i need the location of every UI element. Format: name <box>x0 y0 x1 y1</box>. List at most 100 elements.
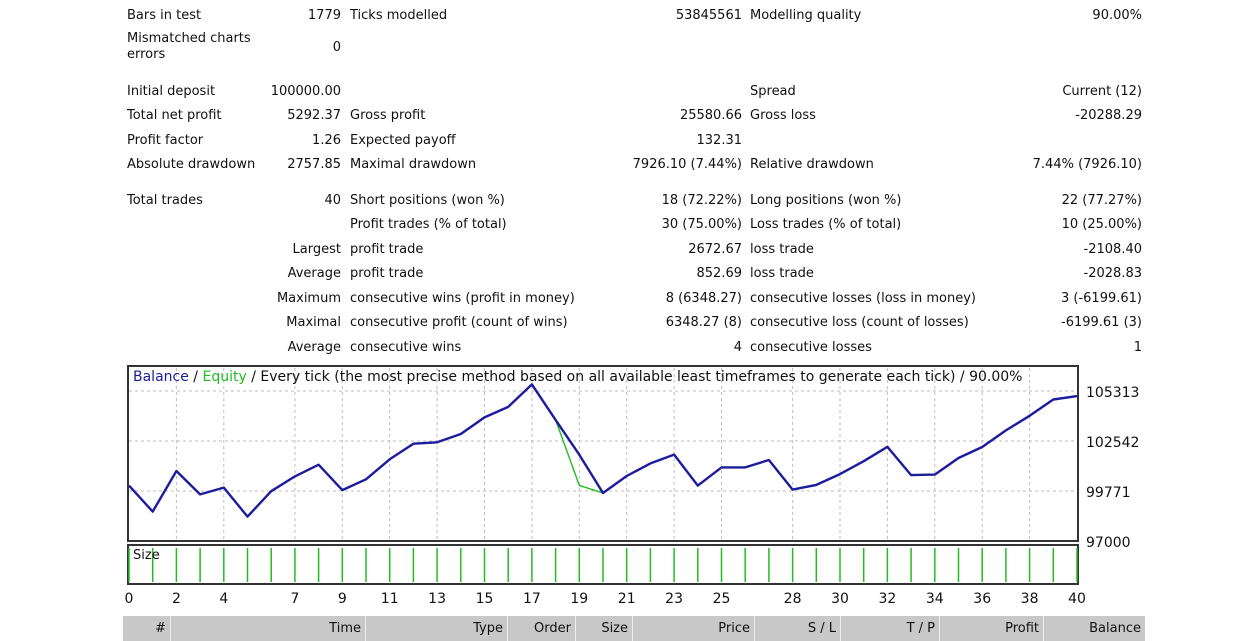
col-price[interactable]: Price <box>633 616 755 641</box>
x-tick-label-16: 34 <box>926 591 944 607</box>
row-bars: Bars in test 1779 Ticks modelled 5384556… <box>0 7 1240 25</box>
x-tick-label-4: 9 <box>338 591 347 607</box>
loss-trades-value: 10 (25.00%) <box>1061 217 1142 232</box>
absolute-drawdown-label: Absolute drawdown <box>127 157 256 172</box>
loss-trades-label: Loss trades (% of total) <box>750 217 902 232</box>
maximum-loss-value: 3 (-6199.61) <box>1061 291 1142 306</box>
maximal-drawdown-label: Maximal drawdown <box>350 157 477 172</box>
maximal-profit-value: 6348.27 (8) <box>665 315 742 330</box>
x-tick-label-10: 21 <box>618 591 636 607</box>
y-tick-label-3: 97000 <box>1086 535 1131 551</box>
maximum-loss-label: consecutive losses (loss in money) <box>750 291 976 306</box>
total-trades-value: 40 <box>324 193 341 208</box>
x-tick-label-11: 23 <box>665 591 683 607</box>
largest-profit-value: 2672.67 <box>688 242 742 257</box>
largest-label: Largest <box>292 242 341 257</box>
maximal-label: Maximal <box>286 315 341 330</box>
balance-chart-frame <box>127 365 1079 542</box>
x-tick-label-3: 7 <box>290 591 299 607</box>
x-tick-label-6: 13 <box>428 591 446 607</box>
average-loss-label: loss trade <box>750 266 814 281</box>
absolute-drawdown-value: 2757.85 <box>287 157 341 172</box>
x-tick-label-13: 28 <box>784 591 802 607</box>
col-time[interactable]: Time <box>171 616 366 641</box>
profit-trades-value: 30 (75.00%) <box>661 217 742 232</box>
maximal-profit-label: consecutive profit (count of wins) <box>350 315 568 330</box>
bars-in-test-value: 1779 <box>307 8 341 23</box>
col-number[interactable]: # <box>123 616 171 641</box>
average-loss-value: -2028.83 <box>1083 266 1142 281</box>
maximum-label: Maximum <box>276 291 341 306</box>
expected-payoff-label: Expected payoff <box>350 133 456 148</box>
bars-in-test-label: Bars in test <box>127 8 202 23</box>
profit-trades-label: Profit trades (% of total) <box>350 217 507 232</box>
row-maximum: Maximum consecutive wins (profit in mone… <box>0 290 1240 308</box>
initial-deposit-value: 100000.00 <box>270 84 341 99</box>
gross-loss-label: Gross loss <box>750 108 816 123</box>
col-sl[interactable]: S / L <box>755 616 841 641</box>
expected-payoff-value: 132.31 <box>696 133 743 148</box>
row-maximal: Maximal consecutive profit (count of win… <box>0 314 1240 332</box>
col-balance[interactable]: Balance <box>1089 621 1141 636</box>
gross-loss-value: -20288.29 <box>1075 108 1142 123</box>
maximum-profit-label: consecutive wins (profit in money) <box>350 291 575 306</box>
col-size[interactable]: Size <box>576 616 633 641</box>
y-tick-label-2: 99771 <box>1086 485 1131 501</box>
row-deposit: Initial deposit 100000.00 Spread Current… <box>0 83 1240 101</box>
legend-sep: / <box>188 369 203 385</box>
chart-legend: Balance / Equity / Every tick (the most … <box>133 369 1022 385</box>
total-trades-label: Total trades <box>127 193 203 208</box>
legend-balance: Balance <box>133 369 189 385</box>
legend-description: / Every tick (the most precise method ba… <box>246 369 1023 385</box>
average-profit-label: profit trade <box>350 266 424 281</box>
gross-profit-label: Gross profit <box>350 108 426 123</box>
x-tick-label-12: 25 <box>713 591 731 607</box>
ticks-modelled-label: Ticks modelled <box>350 8 448 23</box>
gross-profit-value: 25580.66 <box>679 108 742 123</box>
average-consecutive-losses-value: 1 <box>1133 340 1142 355</box>
y-tick-label-0: 105313 <box>1086 385 1139 401</box>
legend-equity: Equity <box>202 369 247 385</box>
largest-loss-value: -2108.40 <box>1083 242 1142 257</box>
profit-factor-value: 1.26 <box>312 133 341 148</box>
x-tick-label-1: 2 <box>172 591 181 607</box>
maximal-loss-label: consecutive loss (count of losses) <box>750 315 969 330</box>
x-tick-label-8: 17 <box>523 591 541 607</box>
row-largest: Largest profit trade 2672.67 loss trade … <box>0 241 1240 259</box>
x-tick-label-9: 19 <box>570 591 588 607</box>
ticks-modelled-value: 53845561 <box>675 8 742 23</box>
col-profit[interactable]: Profit <box>940 616 1044 641</box>
modelling-quality-value: 90.00% <box>1092 8 1142 23</box>
col-tp[interactable]: T / P <box>841 616 940 641</box>
row-trades: Total trades 40 Short positions (won %) … <box>0 192 1240 210</box>
long-positions-value: 22 (77.27%) <box>1061 193 1142 208</box>
short-positions-value: 18 (72.22%) <box>661 193 742 208</box>
profit-factor-label: Profit factor <box>127 133 204 148</box>
maximum-profit-value: 8 (6348.27) <box>665 291 742 306</box>
average-consecutive-losses-label: consecutive losses <box>750 340 872 355</box>
x-tick-label-19: 40 <box>1068 591 1086 607</box>
average-consecutive-wins-value: 4 <box>733 340 742 355</box>
trades-table-header: # Time Type Order Size Price S / L T / P… <box>123 616 1145 641</box>
col-order[interactable]: Order <box>508 616 576 641</box>
x-tick-label-2: 4 <box>219 591 228 607</box>
mismatched-value: 0 <box>332 40 341 55</box>
long-positions-label: Long positions (won %) <box>750 193 902 208</box>
balance-series-line <box>128 383 1078 518</box>
average-profit-value: 852.69 <box>696 266 743 281</box>
average-consecutive-label: Average <box>287 340 341 355</box>
maximal-drawdown-value: 7926.10 (7.44%) <box>632 157 742 172</box>
total-net-profit-label: Total net profit <box>127 108 222 123</box>
short-positions-label: Short positions (won %) <box>350 193 505 208</box>
largest-loss-label: loss trade <box>750 242 814 257</box>
row-factor: Profit factor 1.26 Expected payoff 132.3… <box>0 132 1240 150</box>
maximal-loss-value: -6199.61 (3) <box>1061 315 1142 330</box>
x-tick-label-0: 0 <box>125 591 134 607</box>
average-label: Average <box>287 266 341 281</box>
col-type[interactable]: Type <box>366 616 508 641</box>
x-tick-label-15: 32 <box>878 591 896 607</box>
relative-drawdown-label: Relative drawdown <box>750 157 874 172</box>
total-net-profit-value: 5292.37 <box>287 108 341 123</box>
y-tick-label-1: 102542 <box>1086 435 1139 451</box>
